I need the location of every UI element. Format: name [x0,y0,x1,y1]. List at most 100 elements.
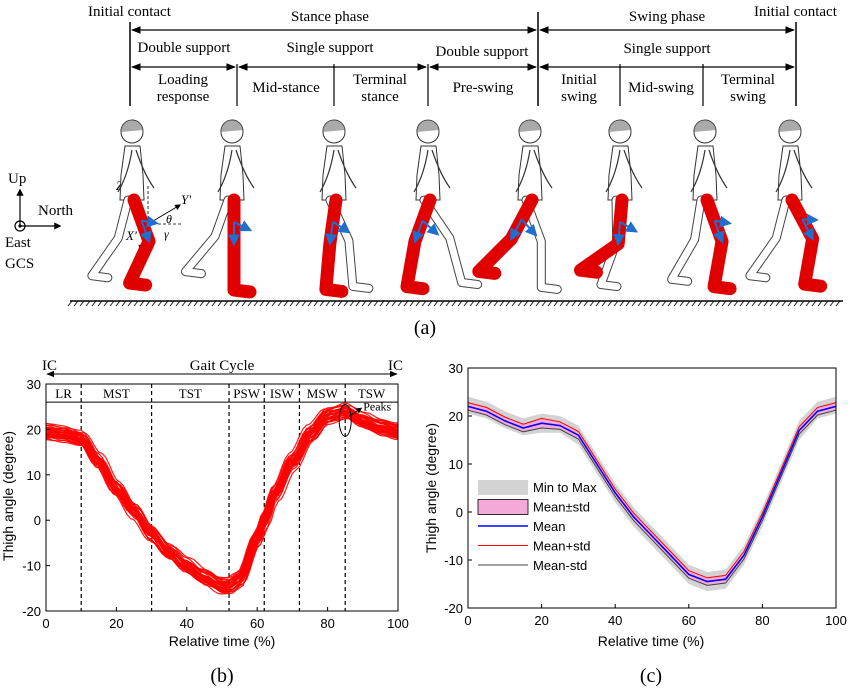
phase-label: MSW [307,386,339,401]
hatch-mark [325,300,331,307]
y-tick-label: -10 [22,559,41,574]
hatch-mark [157,300,163,307]
hatch-mark [697,300,703,307]
hatch-mark [319,300,325,307]
thigh-icon [472,193,539,280]
sub-phase-label: Terminal [353,72,407,88]
hatch-mark [67,300,73,307]
hatch-mark [391,300,397,307]
arm-icon [117,149,155,193]
legend-swatch-min-max [478,480,528,495]
hatch-mark [487,300,493,307]
hatch-mark [769,300,775,307]
hatch-mark [685,300,691,307]
phase-label: PSW [233,386,260,401]
hatch-mark [439,300,445,307]
c-ylabel: Thigh angle (degree) [423,423,439,553]
x-tick-label: 40 [608,613,622,628]
hair-icon [608,119,632,133]
hatch-mark [553,300,559,307]
hatch-mark [643,300,649,307]
trial-curve [45,405,399,585]
hatch-mark [571,300,577,307]
panel-label-a: (a) [414,317,436,339]
torso-icon [692,145,718,201]
hatch-mark [301,300,307,307]
hatch-mark [811,300,817,307]
thigh-icon [319,193,349,298]
double-support-label: Double support [138,40,232,56]
sensor-arrow-icon [510,218,523,241]
hatch-mark [73,300,79,307]
hatch-mark [229,300,235,307]
legend-label: Mean±std [533,500,590,515]
hatch-mark [727,300,733,307]
hatch-mark [121,300,127,307]
walking-figure [180,119,257,299]
arm-icon [690,149,728,193]
hatch-mark [409,300,415,307]
hatch-mark [295,300,301,307]
walking-figure [319,119,374,298]
legend-swatch-std [477,499,529,515]
hatch-mark [463,300,469,307]
hatch-mark [451,300,457,307]
sub-phase-label: response [157,89,210,105]
hatch-mark [655,300,661,307]
y-tick-label: 20 [449,409,463,424]
thigh-icon [700,193,737,296]
hatch-mark [211,300,217,307]
hatch-mark [499,300,505,307]
hatch-mark [307,300,313,307]
trial-curve [45,411,399,591]
hatch-mark [721,300,727,307]
gait-phase-diagram: Initial contact Stance phase Swing phase… [5,4,843,339]
phase-label: TSW [358,386,386,401]
hatch-mark [541,300,547,307]
sensor-arrow-icon [520,218,538,237]
hatch-mark [163,300,169,307]
hatch-mark [403,300,409,307]
hatch-mark [679,300,685,307]
torso-icon [119,145,145,201]
peaks-label: Peaks [363,399,391,413]
hatch-mark [715,300,721,307]
hatch-mark [397,300,403,307]
torso-icon [219,145,245,201]
arm-icon [775,149,813,193]
ic-start-label: IC [42,358,57,374]
x-prime-label: X' [125,228,137,243]
walking-figure [472,119,562,294]
hatch-mark [373,300,379,307]
legend-label: Mean+std [533,539,590,554]
hatch-mark [253,300,259,307]
east-axis [14,220,26,232]
hair-icon [778,119,802,133]
y-tick-label: -20 [22,604,41,619]
hatch-mark [757,300,763,307]
hatch-mark [511,300,517,307]
sub-phase-label: Loading [158,72,208,88]
x-tick-label: 20 [109,616,123,631]
chart-b: IC Gait Cycle IC LR MST TST PSW ISW MSW TSWPea… [0,358,409,687]
plot-frame [45,383,399,612]
legend-label: Min to Max [533,480,597,495]
sub-phase-label: Initial [561,72,597,88]
initial-contact-left: Initial contact [88,4,172,20]
hatch-mark [589,300,595,307]
hatch-mark [265,300,271,307]
hatch-mark [535,300,541,307]
hatch-mark [175,300,181,307]
hatch-mark [427,300,433,307]
hatch-mark [133,300,139,307]
initial-contact-right: Initial contact [754,4,838,20]
hatch-mark [385,300,391,307]
sensor-arrow-icon [801,218,814,241]
sub-phase-label: Mid-stance [252,80,320,96]
ground-hatch [67,300,841,307]
hatch-mark [217,300,223,307]
phase-label: LR [55,386,72,401]
hatch-mark [739,300,745,307]
y-tick-label: 30 [449,361,463,376]
hatch-mark [805,300,811,307]
